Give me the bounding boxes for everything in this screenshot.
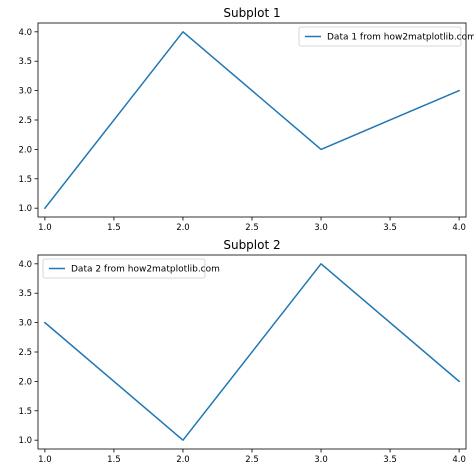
subplot-2-legend-box	[42, 258, 206, 279]
subplot-2-x-tick-label: 4.0	[452, 455, 466, 465]
subplot-2-x-tick-label: 2.5	[245, 455, 259, 465]
subplot-2-series-1-line	[43, 263, 461, 441]
subplot-1-y-tick-label: 2.0	[18, 145, 32, 155]
subplot-1: Subplot 1 1.0 1.5 2.0 2.5 3.0 3.5 4.0 1.0 1.5 2.0…	[18, 6, 474, 233]
subplot-2-x-tick-label: 1.0	[38, 455, 52, 465]
subplot-1-y-tick-label: 2.5	[18, 116, 32, 126]
subplot-1-title: Subplot 1	[223, 6, 280, 20]
subplot-1-legend-box	[298, 26, 462, 47]
subplot-2-y-tick-label: 3.0	[18, 319, 32, 329]
subplot-2-y-tick-label: 2.0	[18, 377, 32, 387]
subplot-1-axes-frame	[37, 22, 467, 218]
subplot-1-y-tick-label: 3.0	[18, 87, 32, 97]
subplot-1-x-tick-label: 2.0	[176, 223, 190, 233]
subplot-2-legend-label: Data 2 from how2matplotlib.com	[71, 265, 220, 275]
subplot-1-legend-label: Data 1 from how2matplotlib.com	[327, 33, 474, 43]
subplot-1-x-tick-label: 2.5	[245, 223, 259, 233]
subplot-2: Subplot 2 1.0 1.5 2.0 2.5 3.0 3.5 4.0 1.0 1.5 2.0…	[18, 238, 467, 465]
subplot-2-y-tick-label: 1.5	[18, 407, 32, 417]
subplot-1-x-tick-label: 3.5	[383, 223, 397, 233]
subplot-2-y-tick-label: 4.0	[18, 260, 32, 270]
subplot-1-y-tick-label: 4.0	[18, 28, 32, 38]
subplot-1-x-tick-label: 1.0	[38, 223, 52, 233]
subplot-1-y-tick-label: 1.0	[18, 204, 32, 214]
subplot-1-legend: Data 1 from how2matplotlib.com	[298, 26, 474, 47]
subplot-2-legend: Data 2 from how2matplotlib.com	[42, 258, 220, 279]
subplot-1-y-tick-label: 3.5	[18, 57, 32, 67]
subplot-1-x-tick-label: 3.0	[314, 223, 328, 233]
subplot-1-y-tick-label: 1.5	[18, 175, 32, 185]
subplot-1-x-tick-label: 4.0	[452, 223, 466, 233]
subplot-2-x-tick-label: 3.5	[383, 455, 397, 465]
subplot-2-y-tick-label: 3.5	[18, 289, 32, 299]
subplot-2-y-tick-label: 2.5	[18, 348, 32, 358]
subplot-2-y-tick-label: 1.0	[18, 436, 32, 446]
subplot-2-x-tick-label: 1.5	[107, 455, 121, 465]
subplot-2-x-tick-label: 2.0	[176, 455, 190, 465]
subplot-1-series-1-line	[43, 31, 461, 210]
subplot-2-title: Subplot 2	[223, 238, 280, 252]
subplot-1-x-tick-label: 1.5	[107, 223, 121, 233]
subplot-2-x-tick-label: 3.0	[314, 455, 328, 465]
